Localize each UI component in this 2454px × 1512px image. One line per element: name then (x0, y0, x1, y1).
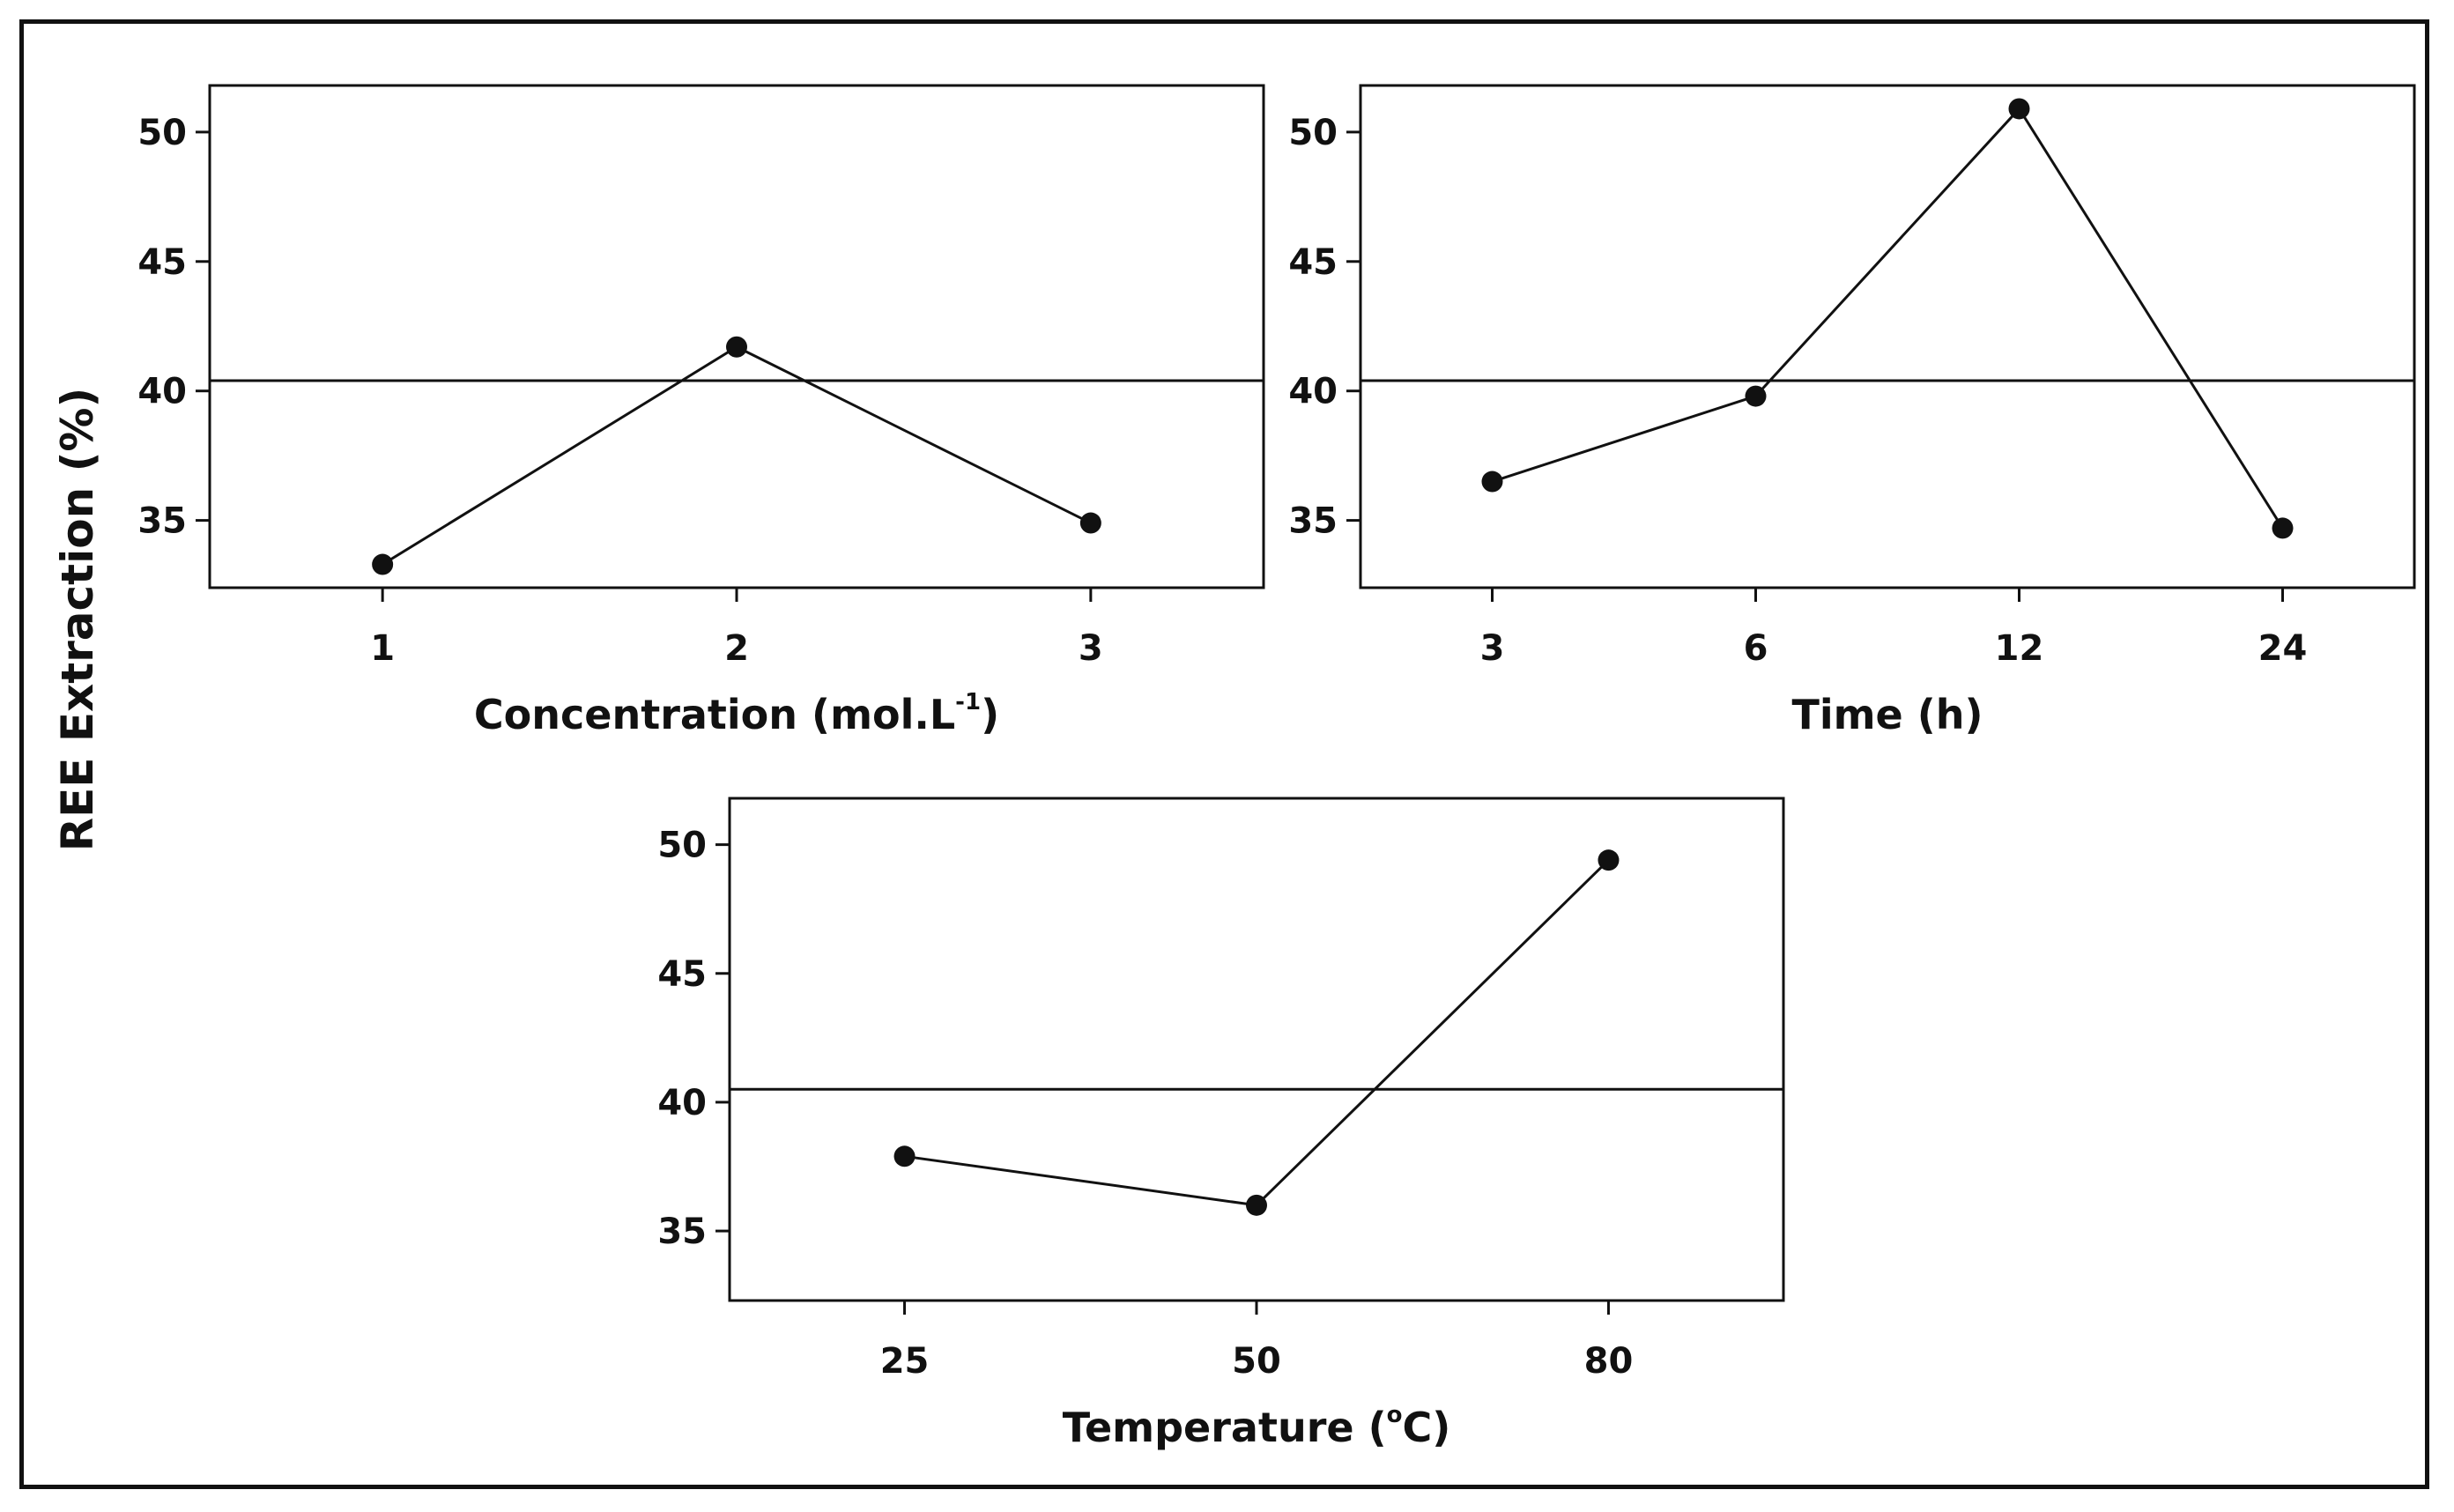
x-tick-label: 3 (1079, 628, 1103, 669)
x-tick-label: 80 (1584, 1341, 1634, 1382)
y-tick-label: 40 (137, 372, 187, 412)
y-tick-label: 40 (1288, 372, 1338, 412)
x-tick-label: 12 (1995, 628, 2044, 669)
data-point (726, 336, 747, 358)
data-point (372, 553, 394, 575)
series-line (1492, 106, 2284, 530)
y-tick-label: 35 (1288, 501, 1338, 542)
data-point (1246, 1194, 1267, 1216)
chart-concentration: 35 40 45 50 1 2 3 Concentration (mol.L-1) (137, 84, 1265, 738)
data-point (1079, 512, 1101, 534)
data-point (1598, 849, 1620, 871)
x-axis-label-time: Time (h) (1791, 691, 1983, 738)
y-tick-label: 45 (137, 242, 187, 283)
y-tick-label: 45 (657, 954, 707, 995)
data-point (893, 1145, 916, 1167)
y-tick-label: 35 (657, 1212, 707, 1252)
plot-frame (1359, 84, 2416, 589)
data-point (2272, 517, 2294, 539)
y-tick-label: 45 (1288, 242, 1338, 283)
x-tick-label: 1 (370, 628, 395, 669)
data-point (1481, 471, 1503, 493)
x-tick-label: 3 (1480, 628, 1505, 669)
data-point (1745, 385, 1767, 407)
x-axis-label-concentration: Concentration (mol.L-1) (474, 689, 999, 738)
plot-frame (728, 797, 1785, 1302)
x-tick-label: 25 (880, 1341, 930, 1382)
x-axis-label-temperature: Temperature (oC) (1063, 1402, 1451, 1451)
y-tick-label: 50 (657, 826, 707, 866)
y-axis-label-text: REE Extraction (%) (52, 387, 103, 852)
series-line (904, 859, 1610, 1207)
y-tick-label: 35 (137, 501, 187, 542)
x-tick-label: 2 (724, 628, 749, 669)
chart-time: 35 40 45 50 3 6 12 24 Time (h) (1288, 84, 2416, 738)
y-tick-label: 40 (657, 1083, 707, 1123)
x-tick-label: 6 (1744, 628, 1768, 669)
chart-temperature: 35 40 45 50 25 50 80 Temperature (oC) (657, 797, 1785, 1451)
x-tick-label: 50 (1232, 1341, 1281, 1382)
figure-frame (19, 19, 2429, 1489)
x-tick-label: 24 (2258, 628, 2308, 669)
y-tick-label: 50 (137, 113, 187, 153)
data-point (2008, 98, 2030, 120)
y-tick-label: 50 (1288, 113, 1338, 153)
